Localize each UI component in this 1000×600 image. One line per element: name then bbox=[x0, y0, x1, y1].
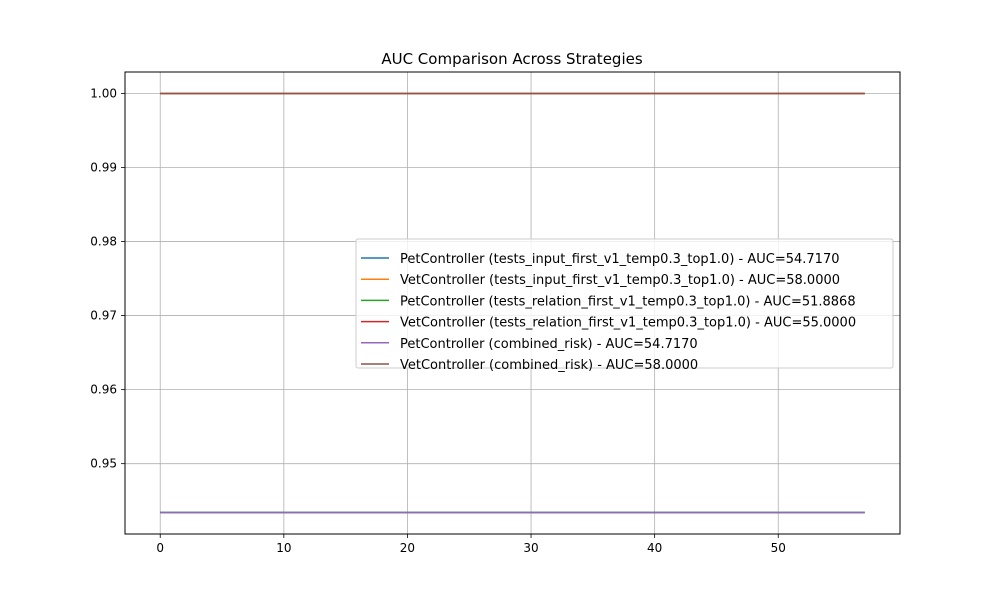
x-tick-label: 0 bbox=[156, 541, 164, 555]
legend-label-4: VetController (tests_relation_first_v1_t… bbox=[400, 316, 856, 331]
x-tick-label: 50 bbox=[771, 541, 786, 555]
y-tick-label: 0.95 bbox=[90, 457, 117, 471]
y-tick-label: 0.97 bbox=[90, 309, 117, 323]
y-tick-label: 0.98 bbox=[90, 235, 117, 249]
plot-frame bbox=[124, 71, 901, 535]
legend-label-2: VetController (tests_input_first_v1_temp… bbox=[400, 273, 840, 288]
x-tick-label: 40 bbox=[647, 541, 662, 555]
x-tick-label: 20 bbox=[400, 541, 415, 555]
y-tick-label: 1.00 bbox=[90, 86, 117, 100]
y-tick-label: 0.96 bbox=[90, 383, 117, 397]
chart-title: AUC Comparison Across Strategies bbox=[381, 50, 643, 68]
legend: PetController (tests_input_first_v1_temp… bbox=[355, 238, 894, 373]
legend-label-5: PetController (combined_risk) - AUC=54.7… bbox=[400, 337, 698, 352]
series-lines bbox=[160, 92, 865, 514]
x-tick-label: 10 bbox=[276, 541, 291, 555]
y-tick-label: 0.99 bbox=[90, 161, 117, 175]
legend-label-3: PetController (tests_relation_first_v1_t… bbox=[400, 294, 856, 309]
x-tick-label: 30 bbox=[523, 541, 538, 555]
legend-label-6: VetController (combined_risk) - AUC=58.0… bbox=[400, 358, 698, 373]
x-axis: 0 10 20 30 40 50 bbox=[156, 534, 786, 555]
legend-box bbox=[355, 238, 894, 369]
legend-label-1: PetController (tests_input_first_v1_temp… bbox=[400, 252, 840, 267]
y-axis: 0.95 0.96 0.97 0.98 0.99 1.00 bbox=[90, 86, 125, 471]
